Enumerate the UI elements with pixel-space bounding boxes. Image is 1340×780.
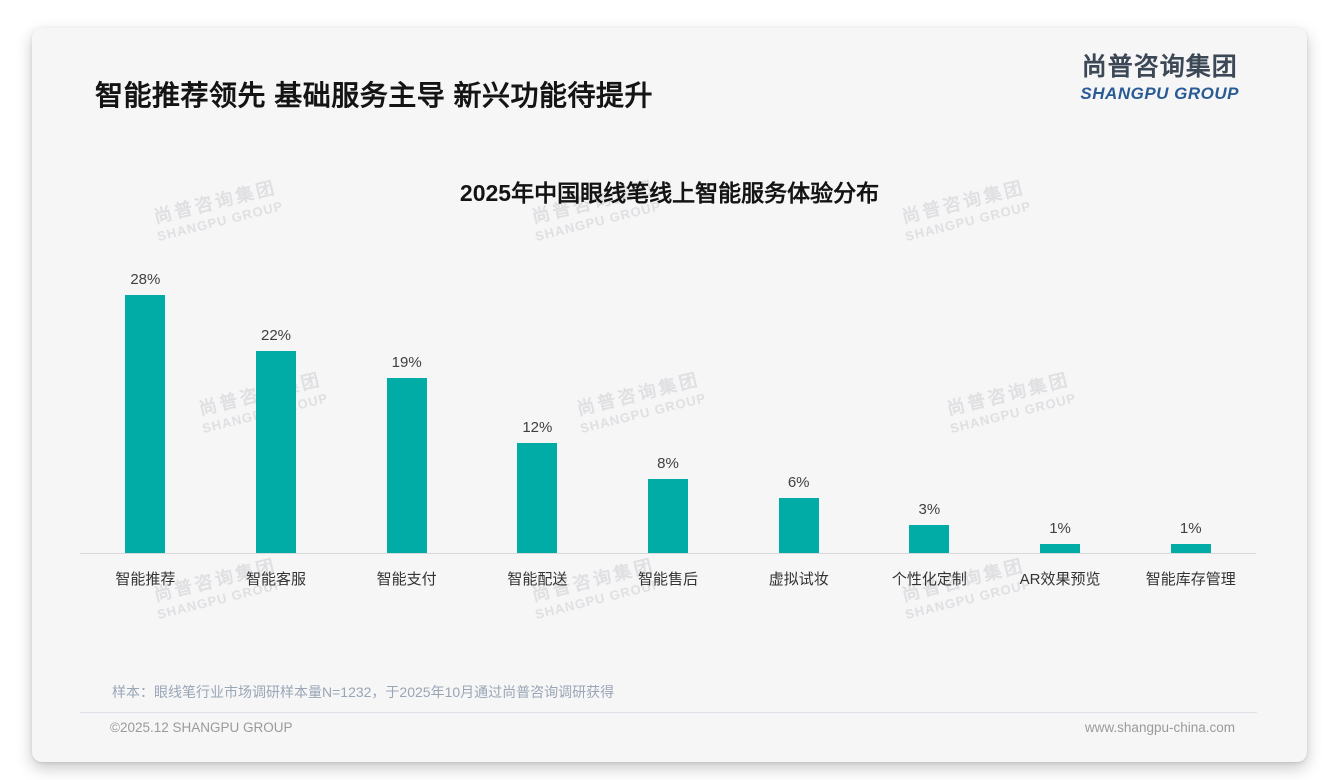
bar-columns: 28% 22% 19% 12% 8% 6% 3% 1% 1% (80, 253, 1256, 554)
value-label: 1% (1049, 519, 1071, 537)
category-label: 智能售后 (638, 571, 699, 588)
category-label: 智能配送 (507, 571, 568, 588)
page-title: 智能推荐领先 基础服务主导 新兴功能待提升 (95, 80, 654, 111)
category-labels: 智能推荐 智能客服 智能支付 智能配送 智能售后 虚拟试妆 个性化定制 AR效果预览 智能库存管… (80, 554, 1256, 589)
logo-chinese-name: 尚普咨询集团 (1081, 53, 1238, 81)
bar-column: 22% (211, 327, 342, 553)
value-label: 28% (130, 271, 161, 289)
bar (648, 479, 689, 553)
bar (125, 295, 166, 553)
value-label: 12% (522, 418, 553, 436)
bar (778, 497, 819, 553)
category-label: 虚拟试妆 (768, 571, 829, 588)
copyright-text: ©2025.12 SHANGPU GROUP (110, 720, 293, 735)
bar (1040, 543, 1081, 553)
category-label: 智能库存管理 (1145, 571, 1236, 588)
value-label: 1% (1179, 519, 1202, 537)
logo-english-name: SHANGPU GROUP (1080, 83, 1239, 103)
website-text: www.shangpu-china.com (1084, 720, 1235, 735)
category-label: AR效果预览 (1019, 571, 1101, 588)
bar-column: 6% (733, 474, 864, 553)
value-label: 6% (787, 473, 810, 491)
bar-column: 1% (995, 520, 1126, 553)
value-label: 19% (391, 354, 422, 372)
category-label: 智能支付 (376, 571, 437, 588)
bar-column: 1% (1125, 520, 1256, 553)
bar (517, 442, 558, 553)
value-label: 3% (918, 501, 941, 519)
bar (909, 525, 950, 553)
bar-column: 3% (864, 501, 995, 553)
category-label: 智能推荐 (115, 571, 176, 588)
bar-column: 12% (472, 419, 603, 553)
chart-title: 2025年中国眼线笔线上智能服务体验分布 (459, 180, 880, 206)
value-label: 22% (260, 326, 292, 344)
category-label: 个性化定制 (891, 571, 967, 588)
bar (386, 378, 427, 553)
bar (1170, 543, 1211, 553)
slide-card: 尚普咨询集团 SHANGPU GROUP 尚普咨询集团 SHANGPU GROUP 尚普… (32, 28, 1307, 762)
category-label: 智能客服 (246, 571, 307, 588)
value-label: 8% (657, 455, 679, 473)
bar-column: 19% (341, 354, 472, 553)
bar-column: 28% (80, 271, 211, 553)
sample-note: 样本：眼线笔行业市场调研样本量N=1232，于2025年10月通过尚普咨询调研获… (112, 684, 615, 700)
bar (256, 350, 296, 553)
company-logo: 尚普咨询集团 SHANGPU GROUP (1080, 53, 1239, 104)
footer-divider (80, 712, 1257, 713)
bar-column: 8% (603, 455, 734, 553)
bar-chart: 28% 22% 19% 12% 8% 6% 3% 1% 1% 智能推荐 智能客服 智能支付 智能配送智… (80, 253, 1256, 589)
